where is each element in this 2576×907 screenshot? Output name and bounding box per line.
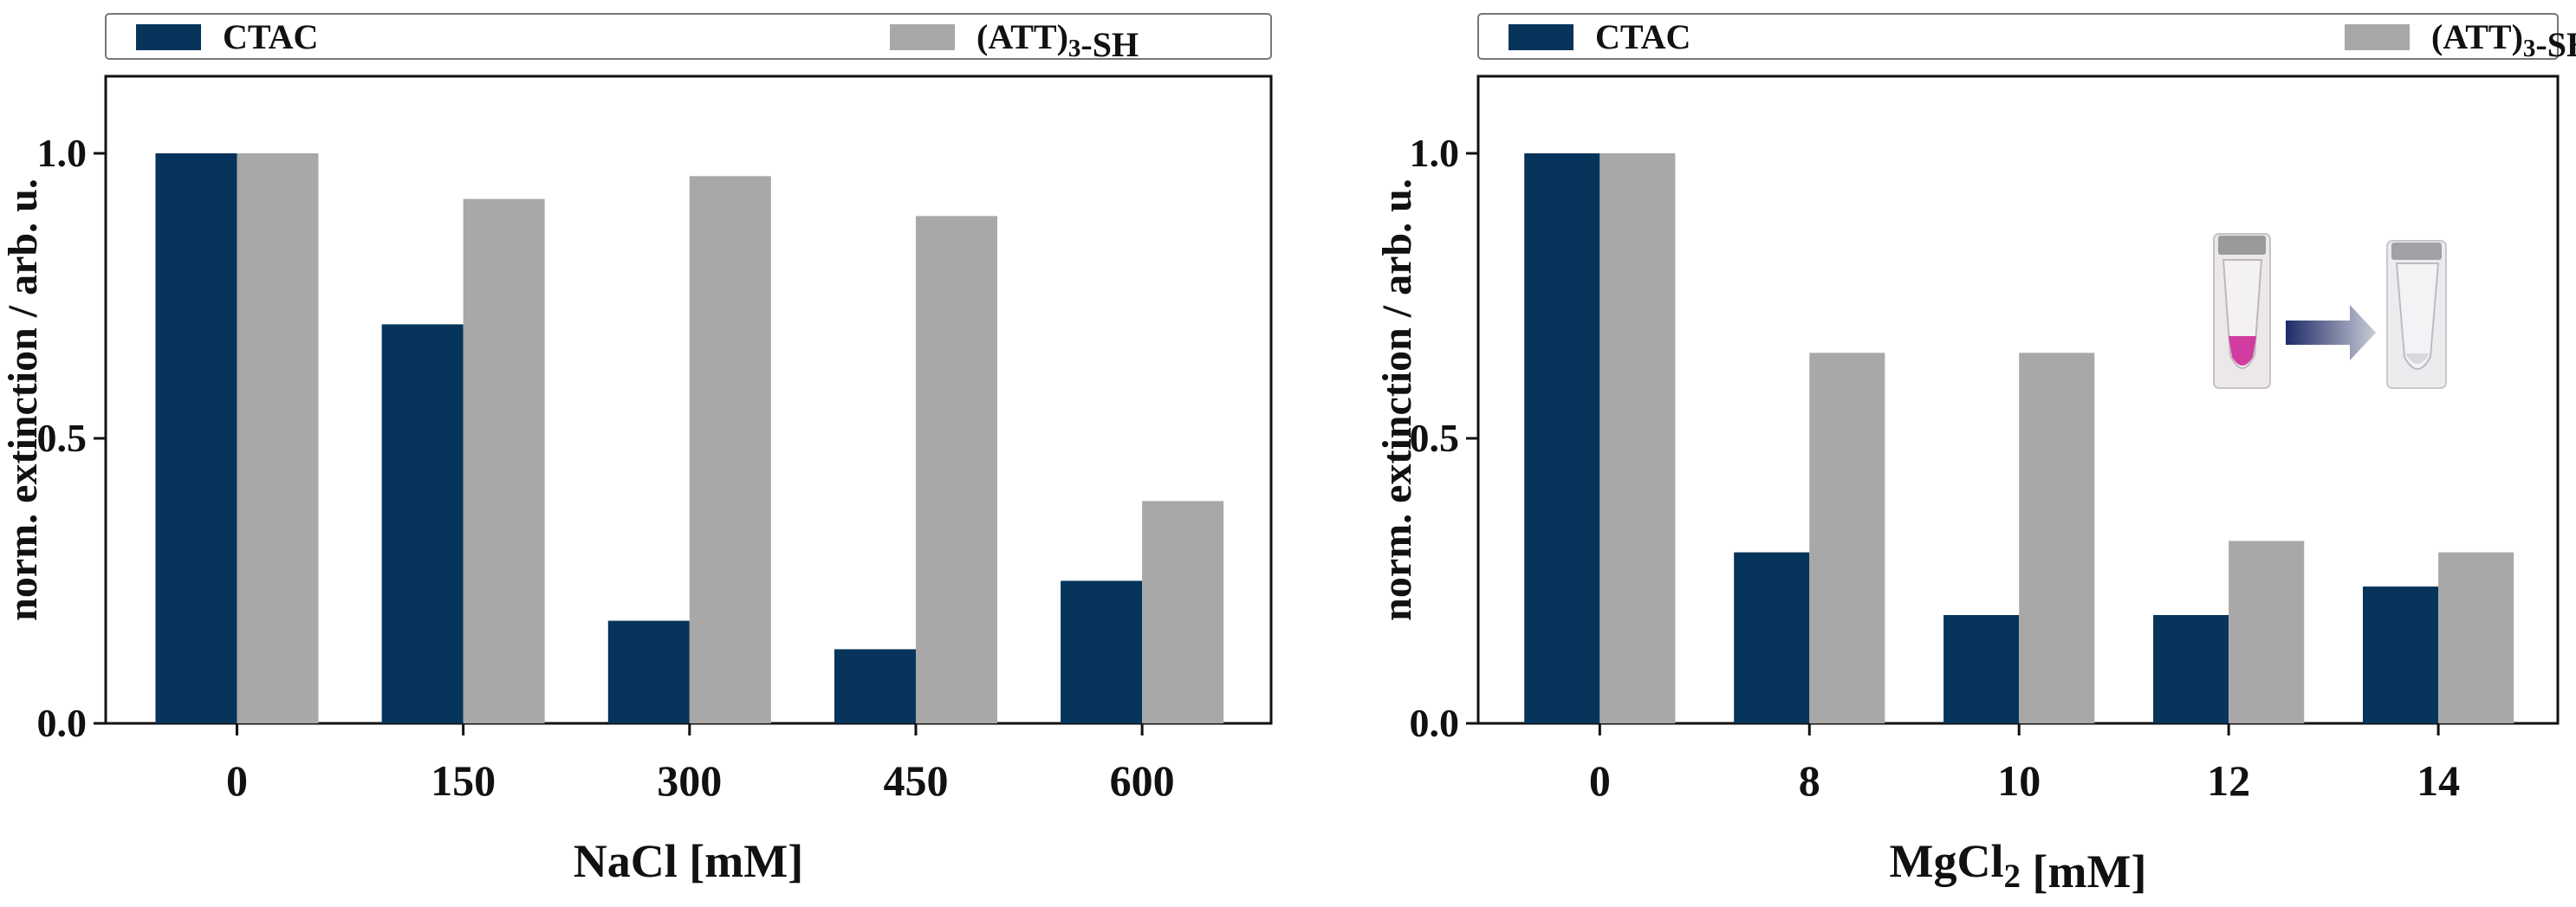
x-tick-label-12: 12 (2207, 756, 2250, 805)
y-tick-label-0: 0.0 (37, 701, 88, 745)
y-tick-label-2: 1.0 (1410, 131, 1460, 175)
legend-box (105, 13, 1272, 60)
legend: CTAC (ATT)3-SH (105, 13, 1272, 64)
legend: CTAC (ATT)3-SH (1477, 13, 2576, 64)
bar-att-600 (1142, 501, 1224, 723)
bar-att-150 (463, 198, 545, 723)
bar-ctac-0 (155, 153, 237, 723)
bar-ctac-12 (2153, 614, 2229, 723)
legend-swatch-1 (1509, 24, 1574, 50)
bar-ctac-600 (1061, 580, 1143, 723)
y-tick-label-0: 0.0 (1410, 701, 1460, 745)
bar-att-10 (2019, 353, 2095, 723)
bar-att-300 (689, 176, 771, 723)
x-tick-label-600: 600 (1110, 756, 1175, 805)
bar-ctac-150 (381, 324, 464, 723)
inset-vials-photo (2213, 233, 2447, 389)
y-tick-label-2: 1.0 (37, 131, 88, 175)
bar-ctac-10 (1943, 614, 2020, 723)
bar-att-0 (237, 153, 319, 723)
x-tick-label-0: 0 (226, 756, 248, 805)
bar-att-0 (1599, 153, 1676, 723)
bar-att-14 (2438, 552, 2514, 723)
vial-after (2386, 240, 2447, 389)
legend-label-2: (ATT)3-SH (977, 17, 1139, 64)
x-axis-label: MgCl2 [mM] (1890, 835, 2147, 897)
legend-box (1477, 13, 2559, 60)
y-tick-label-1: 0.5 (37, 416, 88, 460)
bar-att-450 (915, 216, 997, 723)
x-tick-label-150: 150 (431, 756, 496, 805)
y-axis-label: norm. extinction / arb. u. (0, 178, 46, 621)
bar-ctac-14 (2362, 586, 2439, 723)
x-tick-label-300: 300 (657, 756, 722, 805)
legend-label-1: CTAC (223, 17, 318, 56)
bar-att-8 (1809, 353, 1885, 723)
legend-label-1: CTAC (1595, 17, 1690, 56)
x-tick-label-14: 14 (2417, 756, 2460, 805)
y-tick-label-1: 0.5 (1410, 416, 1460, 460)
x-axis-label: NaCl [mM] (574, 835, 803, 887)
bar-ctac-300 (607, 620, 690, 723)
x-tick-label-0: 0 (1589, 756, 1611, 805)
legend-swatch-1 (136, 24, 201, 50)
bar-ctac-450 (834, 649, 916, 723)
bar-ctac-8 (1734, 552, 1810, 723)
bar-att-12 (2229, 541, 2305, 723)
legend-swatch-2 (890, 24, 955, 50)
y-axis-label: norm. extinction / arb. u. (1374, 178, 1420, 621)
x-tick-label-450: 450 (883, 756, 948, 805)
legend-swatch-2 (2345, 24, 2410, 50)
x-tick-label-10: 10 (1997, 756, 2041, 805)
x-tick-label-8: 8 (1799, 756, 1820, 805)
vial-before (2213, 233, 2271, 389)
legend-label-2: (ATT)3-SH (2431, 17, 2576, 64)
bar-ctac-0 (1524, 153, 1600, 723)
arrow (2286, 305, 2376, 360)
